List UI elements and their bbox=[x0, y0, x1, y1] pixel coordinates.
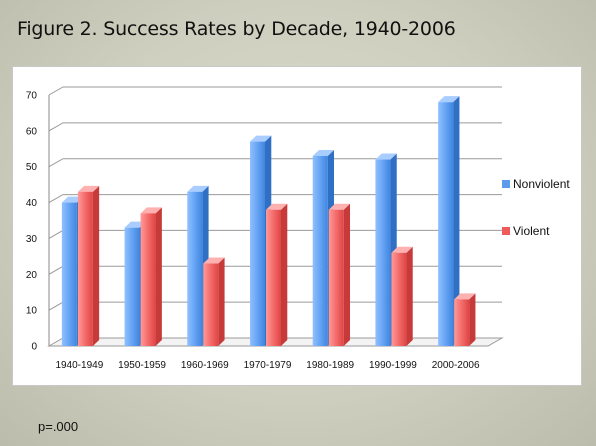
y-tick-label: 40 bbox=[26, 198, 38, 209]
bar-violent bbox=[391, 246, 413, 346]
bar-violent bbox=[140, 207, 162, 346]
bar-violent bbox=[328, 203, 351, 346]
legend-item-nonviolent: Nonviolent bbox=[502, 177, 570, 191]
legend-swatch bbox=[502, 227, 510, 235]
x-tick-label: 1980-1989 bbox=[306, 360, 354, 371]
legend-label: Violent bbox=[513, 224, 550, 238]
gridline bbox=[48, 194, 502, 204]
bar-violent bbox=[203, 257, 225, 346]
bar-violent bbox=[77, 185, 100, 346]
y-tick-label: 60 bbox=[26, 126, 38, 137]
x-tick-label: 1970-1979 bbox=[244, 360, 292, 371]
bars bbox=[61, 96, 476, 346]
legend: Nonviolent Violent bbox=[502, 177, 570, 238]
y-axis: 0 10 20 30 40 50 60 70 bbox=[26, 91, 50, 353]
x-tick-label: 1990-1999 bbox=[369, 360, 417, 371]
bar-violent bbox=[266, 203, 288, 346]
x-tick-label: 2000-2006 bbox=[432, 360, 480, 371]
slide-title: Figure 2. Success Rates by Decade, 1940-… bbox=[17, 18, 456, 40]
y-tick-label: 70 bbox=[26, 91, 38, 102]
x-tick-label: 1940-1949 bbox=[55, 360, 103, 371]
bar-nonviolent bbox=[438, 96, 460, 346]
legend-swatch bbox=[502, 180, 510, 188]
chart-panel: 0 10 20 30 40 50 60 70 1940-1949 1950-1959 1960-1… bbox=[12, 66, 582, 386]
y-tick-label: 20 bbox=[26, 270, 38, 281]
y-tick-label: 10 bbox=[26, 306, 38, 317]
y-tick-label: 30 bbox=[26, 234, 38, 245]
bar-chart: 0 10 20 30 40 50 60 70 1940-1949 1950-1959 1960-1… bbox=[26, 86, 570, 371]
gridline bbox=[48, 158, 502, 168]
legend-item-violent: Violent bbox=[502, 224, 550, 238]
bar-violent bbox=[454, 293, 476, 346]
footnote: p=.000 bbox=[38, 419, 79, 434]
gridline bbox=[48, 86, 502, 96]
legend-label: Nonviolent bbox=[513, 177, 570, 191]
y-tick-label: 50 bbox=[26, 162, 38, 173]
gridline bbox=[48, 122, 502, 132]
y-tick-label: 0 bbox=[31, 342, 37, 353]
x-axis-labels: 1940-1949 1950-1959 1960-1969 1970-1979 1980… bbox=[55, 360, 480, 371]
x-tick-label: 1960-1969 bbox=[181, 360, 229, 371]
x-tick-label: 1950-1959 bbox=[118, 360, 166, 371]
